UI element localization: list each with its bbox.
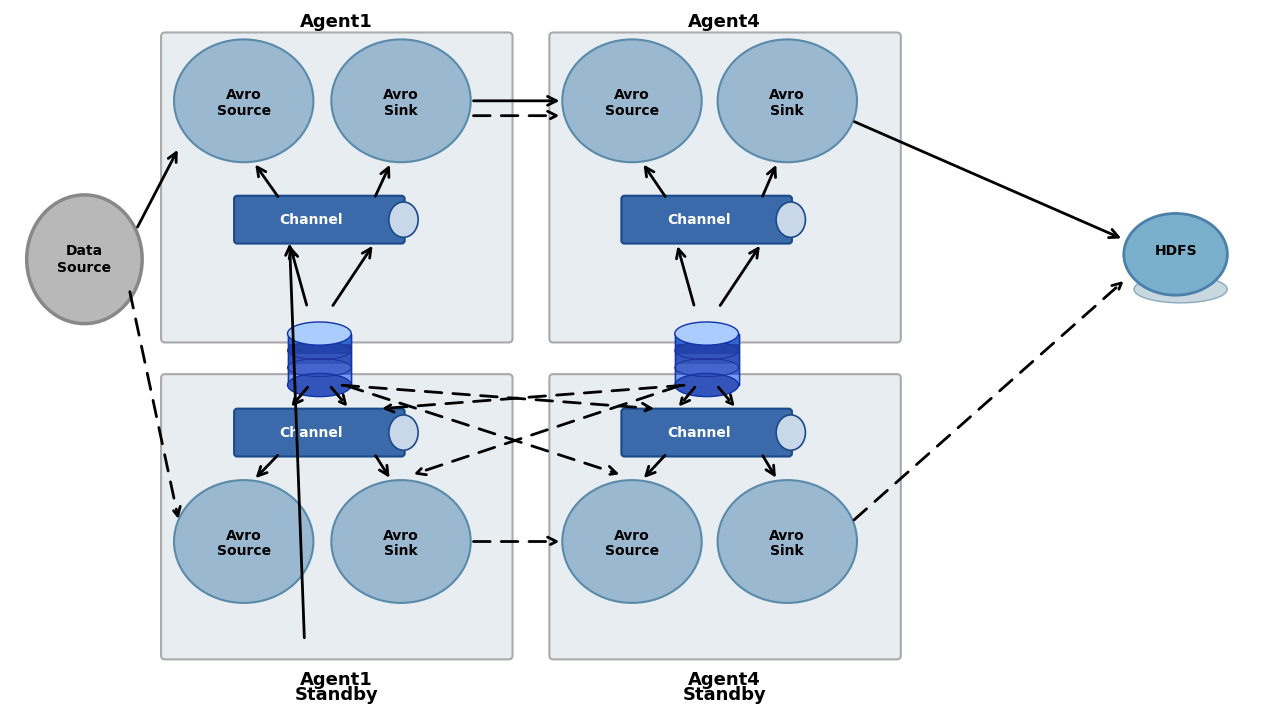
- Text: Source: Source: [217, 545, 271, 559]
- Text: Avro: Avro: [614, 88, 649, 102]
- Text: Avro: Avro: [769, 88, 806, 102]
- Ellipse shape: [174, 480, 314, 603]
- Text: Standby: Standby: [294, 686, 378, 704]
- Bar: [288, 333, 352, 344]
- Ellipse shape: [1124, 213, 1227, 295]
- Ellipse shape: [26, 195, 142, 323]
- Text: Sink: Sink: [770, 545, 805, 559]
- Text: Sink: Sink: [770, 104, 805, 118]
- FancyBboxPatch shape: [550, 374, 900, 659]
- Text: Source: Source: [605, 104, 660, 118]
- FancyBboxPatch shape: [622, 408, 792, 457]
- Ellipse shape: [174, 40, 314, 162]
- Ellipse shape: [1134, 276, 1227, 303]
- Text: Source: Source: [605, 545, 660, 559]
- Text: Source: Source: [57, 261, 111, 275]
- Text: HDFS: HDFS: [1154, 245, 1197, 258]
- Text: Avro: Avro: [769, 529, 806, 542]
- Ellipse shape: [777, 415, 806, 450]
- Bar: [288, 375, 352, 385]
- Text: Channel: Channel: [280, 425, 343, 440]
- FancyBboxPatch shape: [622, 196, 792, 244]
- Ellipse shape: [288, 374, 352, 396]
- FancyBboxPatch shape: [161, 374, 512, 659]
- Text: Avro: Avro: [383, 88, 419, 102]
- Ellipse shape: [675, 374, 739, 396]
- Bar: [675, 333, 739, 385]
- Text: Channel: Channel: [667, 425, 730, 440]
- Text: Agent4: Agent4: [689, 13, 760, 30]
- Text: Sink: Sink: [385, 545, 417, 559]
- Bar: [288, 333, 352, 385]
- Bar: [675, 354, 739, 364]
- Ellipse shape: [562, 480, 701, 603]
- Ellipse shape: [332, 480, 470, 603]
- Text: Agent1: Agent1: [300, 671, 373, 689]
- Bar: [288, 354, 352, 364]
- Bar: [288, 344, 352, 354]
- Ellipse shape: [562, 40, 701, 162]
- Ellipse shape: [388, 202, 419, 238]
- FancyBboxPatch shape: [235, 196, 405, 244]
- Text: Channel: Channel: [667, 213, 730, 227]
- FancyBboxPatch shape: [550, 33, 900, 342]
- Ellipse shape: [332, 40, 470, 162]
- Text: Source: Source: [217, 104, 271, 118]
- Text: Sink: Sink: [385, 104, 417, 118]
- Text: Agent1: Agent1: [300, 13, 373, 30]
- Text: Avro: Avro: [614, 529, 649, 542]
- Text: Avro: Avro: [226, 88, 261, 102]
- Bar: [675, 344, 739, 354]
- Bar: [675, 364, 739, 375]
- FancyBboxPatch shape: [161, 33, 512, 342]
- Bar: [288, 333, 352, 385]
- Text: Channel: Channel: [280, 213, 343, 227]
- Ellipse shape: [288, 322, 352, 345]
- Text: Avro: Avro: [383, 529, 419, 542]
- Ellipse shape: [388, 415, 419, 450]
- Text: Avro: Avro: [226, 529, 261, 542]
- Ellipse shape: [718, 40, 857, 162]
- Text: Data: Data: [66, 245, 103, 258]
- Bar: [675, 333, 739, 385]
- Bar: [288, 364, 352, 375]
- Text: Standby: Standby: [682, 686, 767, 704]
- Bar: [675, 375, 739, 385]
- Ellipse shape: [777, 202, 806, 238]
- Text: Agent4: Agent4: [689, 671, 760, 689]
- Ellipse shape: [675, 322, 739, 345]
- FancyBboxPatch shape: [235, 408, 405, 457]
- Bar: [675, 333, 739, 344]
- Ellipse shape: [718, 480, 857, 603]
